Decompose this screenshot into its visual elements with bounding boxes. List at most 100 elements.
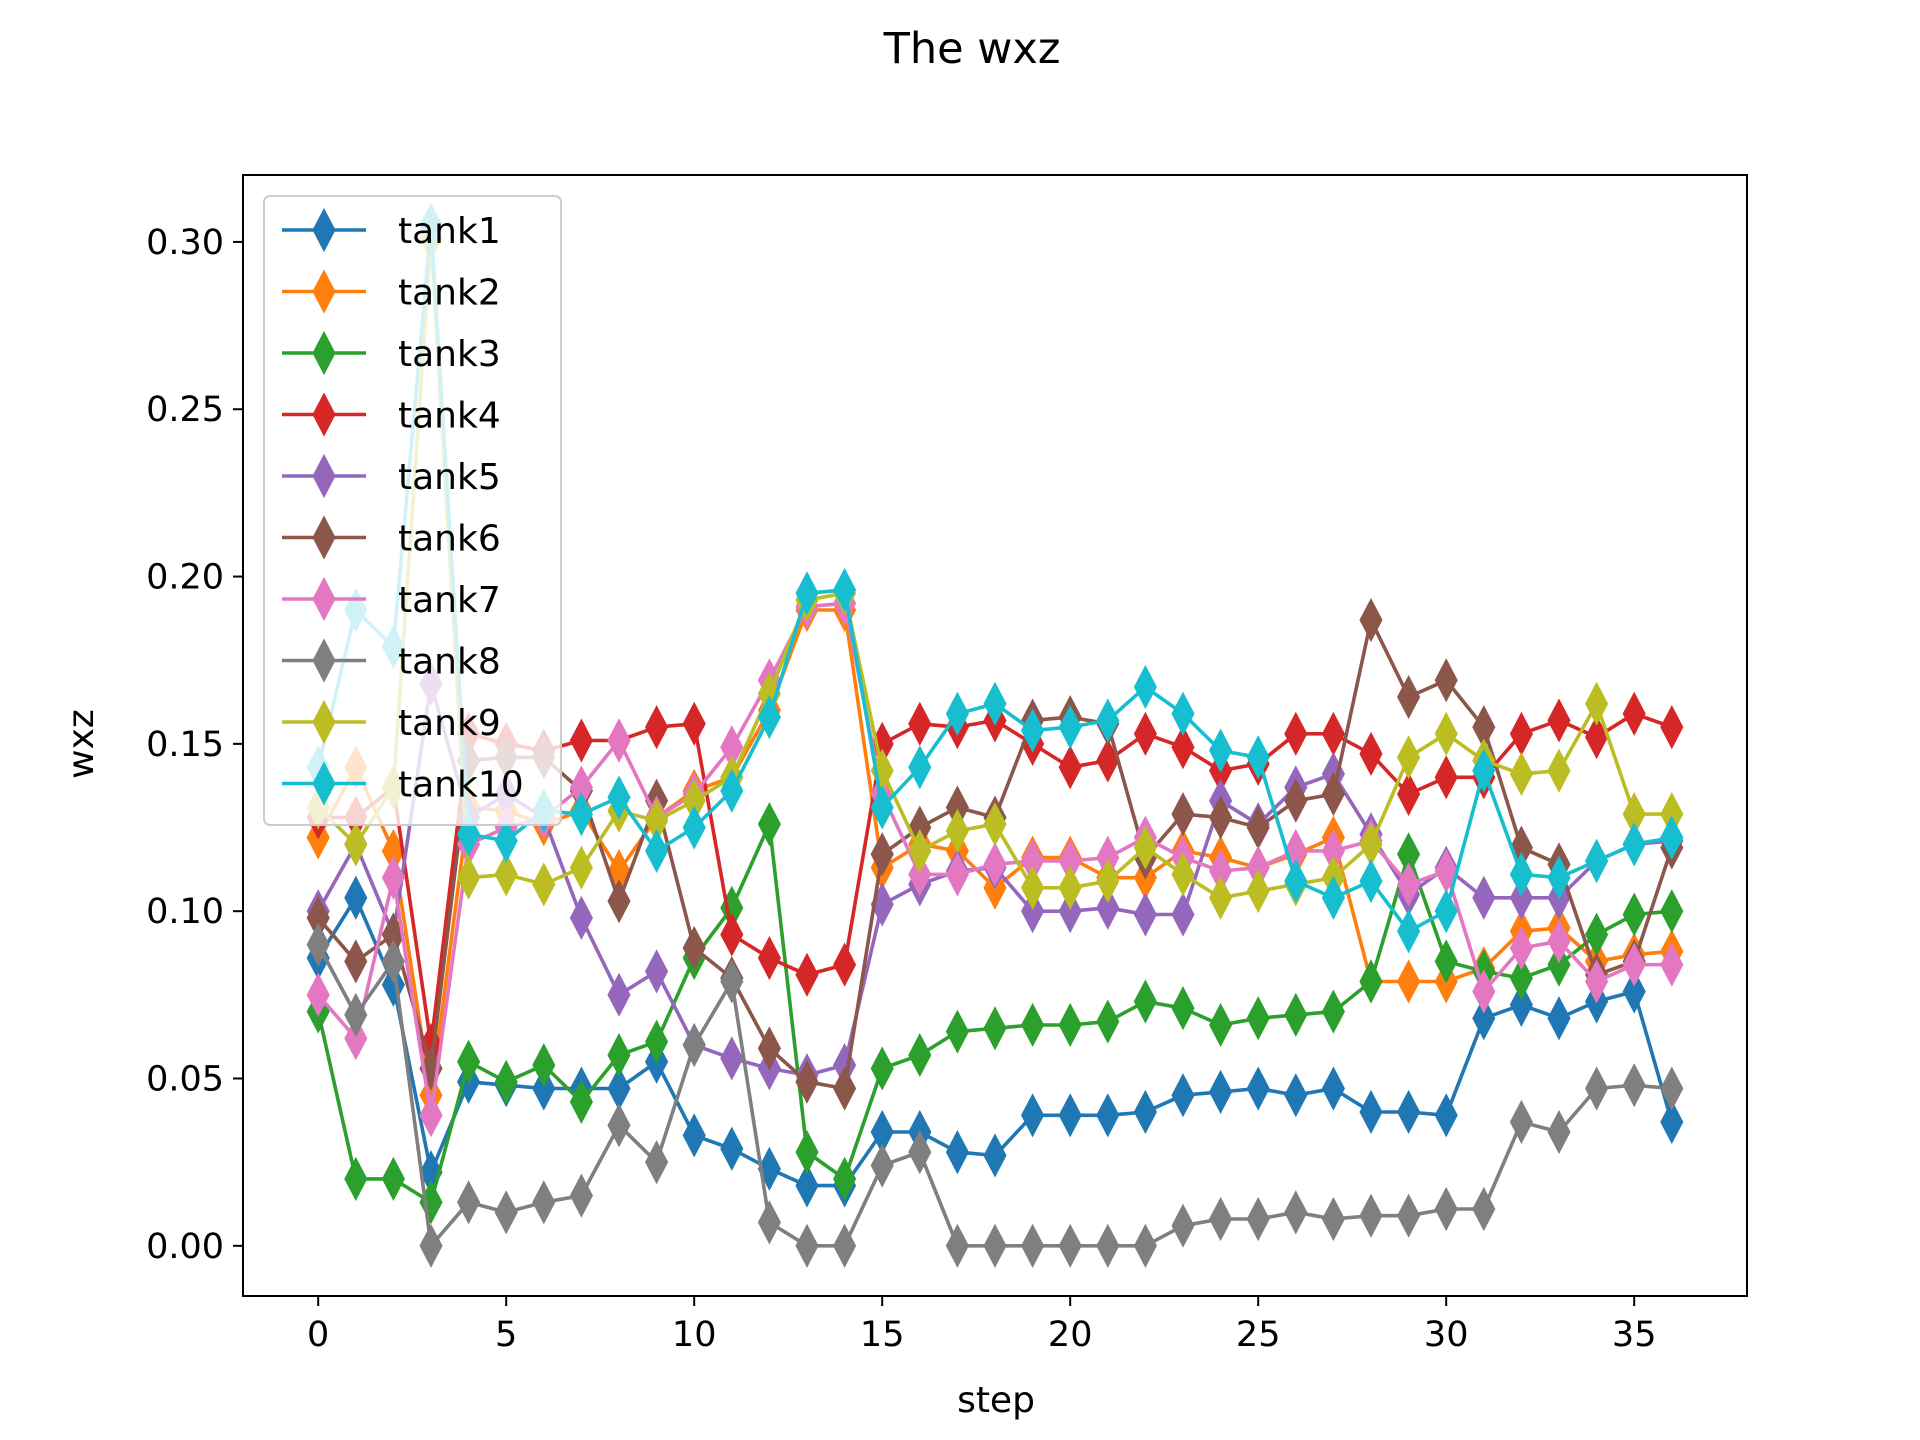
series-line-tank8 [316,943,1672,1248]
legend-item-tank10: tank10 [282,761,524,806]
legend-swatch-marker [312,638,336,683]
data-point-tank8 [1171,1203,1195,1248]
data-point-tank8 [983,1223,1007,1268]
legend-item-tank9: tank9 [282,699,501,745]
data-point-tank8 [682,1022,706,1068]
data-point-tank6 [1246,805,1270,850]
y-tick-label: 0.20 [146,558,224,598]
data-point-tank10 [720,768,744,813]
data-point-tank10 [1133,664,1157,710]
data-point-tank10 [983,681,1007,726]
data-point-tank5 [607,972,631,1017]
data-point-tank10 [1321,875,1345,920]
data-point-tank4 [569,718,593,763]
data-point-tank4 [1058,745,1082,790]
data-point-tank1 [1171,1073,1195,1118]
data-point-tank1 [1547,996,1571,1041]
data-point-tank5 [645,949,669,994]
data-point-tank3 [1359,959,1383,1004]
data-point-tank8 [833,1223,857,1268]
x-tick-label: 35 [1612,1315,1657,1355]
data-point-tank6 [1397,674,1421,720]
data-point-tank10 [1246,735,1270,780]
data-point-tank8 [1021,1223,1045,1268]
data-point-tank10 [494,818,518,863]
data-point-tank8 [419,1223,443,1268]
data-point-tank10 [908,745,932,790]
chart-title: The wxz [883,24,1061,74]
data-point-tank10 [569,792,593,837]
data-point-tank3 [1171,986,1195,1031]
data-point-tank4 [1133,711,1157,756]
y-axis-label: wxz [61,709,102,779]
data-point-tank3 [569,1079,593,1124]
data-point-tank8 [457,1180,481,1225]
data-point-tank10 [1284,858,1308,904]
legend-swatch-marker [312,576,336,622]
legend-label: tank10 [398,765,524,806]
data-point-tank3 [1434,939,1458,984]
data-point-tank8 [1509,1099,1533,1145]
data-point-tank1 [1096,1093,1120,1138]
data-point-tank1 [795,1163,819,1208]
data-point-tank6 [682,925,706,971]
data-point-tank8 [1058,1223,1082,1268]
data-point-tank5 [569,895,593,940]
data-point-tank6 [1171,792,1195,837]
data-point-tank6 [1434,658,1458,703]
data-point-tank8 [1660,1066,1684,1111]
y-tick-label: 0.10 [146,892,224,932]
y-tick-label: 0.00 [146,1227,224,1267]
data-point-tank4 [1622,691,1646,736]
data-point-tank9 [457,855,481,900]
data-point-tank10 [682,805,706,850]
data-point-tank7 [419,1093,443,1138]
x-tick-label: 25 [1236,1315,1281,1355]
data-point-tank3 [645,1019,669,1064]
legend-swatch-marker [312,699,336,745]
data-point-tank8 [870,1143,894,1188]
data-point-tank10 [645,828,669,874]
data-point-tank1 [1321,1066,1345,1111]
data-point-tank1 [1397,1089,1421,1135]
data-point-tank9 [1547,748,1571,793]
legend-swatch-marker [312,515,336,560]
y-tick-label: 0.05 [146,1059,224,1099]
legend-item-tank2: tank2 [282,269,501,314]
data-point-tank9 [1509,751,1533,797]
data-point-tank3 [1133,979,1157,1024]
data-point-tank10 [1209,728,1233,773]
data-point-tank3 [1096,999,1120,1044]
data-point-tank1 [1246,1066,1270,1111]
data-point-tank3 [983,1006,1007,1051]
data-point-tank4 [908,701,932,746]
data-point-tank4 [682,701,706,746]
data-point-tank3 [1622,892,1646,937]
data-point-tank8 [344,992,368,1037]
data-point-tank10 [1434,889,1458,934]
data-point-tank8 [607,1103,631,1148]
data-point-tank3 [494,1059,518,1104]
data-point-tank8 [1434,1186,1458,1232]
x-tick-label: 10 [672,1315,717,1355]
data-point-tank3 [1547,942,1571,987]
data-point-tank1 [344,875,368,920]
data-point-tank8 [494,1190,518,1235]
legend-swatch-marker [312,453,336,499]
data-point-tank3 [1058,1002,1082,1048]
data-point-tank9 [1209,875,1233,920]
data-point-tank1 [1058,1093,1082,1138]
data-point-tank1 [1359,1089,1383,1135]
data-point-tank3 [1284,992,1308,1037]
data-point-tank9 [983,802,1007,847]
data-point-tank7 [1547,919,1571,964]
data-point-tank4 [795,952,819,997]
data-point-tank8 [532,1180,556,1225]
data-point-tank8 [1547,1109,1571,1155]
data-point-tank5 [720,1036,744,1081]
data-point-tank1 [1021,1093,1045,1138]
data-point-tank4 [1359,731,1383,776]
data-point-tank9 [1397,735,1421,780]
data-point-tank6 [344,939,368,984]
data-point-tank8 [1585,1066,1609,1111]
